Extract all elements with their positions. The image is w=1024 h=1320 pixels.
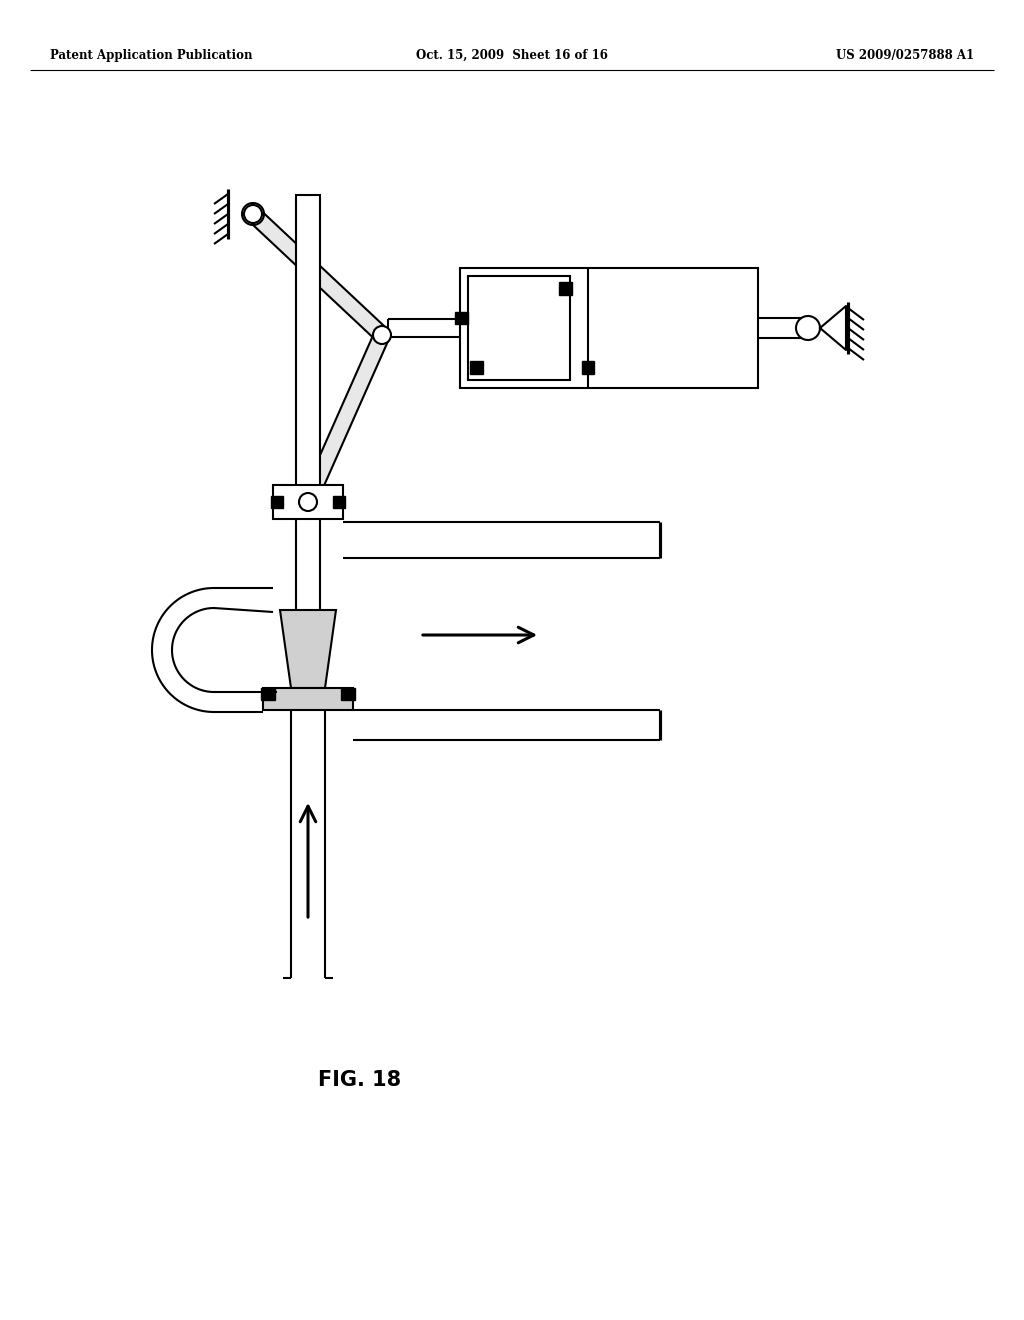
- Bar: [273, 484, 343, 519]
- Polygon shape: [248, 209, 387, 341]
- Circle shape: [244, 205, 262, 223]
- Bar: [468, 276, 570, 380]
- Text: Patent Application Publication: Patent Application Publication: [50, 49, 253, 62]
- Polygon shape: [820, 306, 846, 350]
- Bar: [455, 312, 468, 323]
- Text: US 2009/0257888 A1: US 2009/0257888 A1: [836, 49, 974, 62]
- Text: FIG. 18: FIG. 18: [318, 1071, 401, 1090]
- Circle shape: [242, 203, 264, 224]
- Circle shape: [796, 315, 820, 341]
- Text: Oct. 15, 2009  Sheet 16 of 16: Oct. 15, 2009 Sheet 16 of 16: [416, 49, 608, 62]
- Circle shape: [373, 326, 391, 345]
- Bar: [333, 496, 345, 508]
- Polygon shape: [280, 610, 336, 688]
- Bar: [559, 282, 572, 294]
- Bar: [296, 195, 319, 649]
- Circle shape: [299, 492, 317, 511]
- Polygon shape: [301, 331, 389, 506]
- Bar: [271, 496, 283, 508]
- Bar: [470, 360, 483, 374]
- Bar: [261, 688, 275, 700]
- Bar: [263, 688, 353, 710]
- Bar: [582, 360, 594, 374]
- Bar: [341, 688, 355, 700]
- Bar: [460, 268, 758, 388]
